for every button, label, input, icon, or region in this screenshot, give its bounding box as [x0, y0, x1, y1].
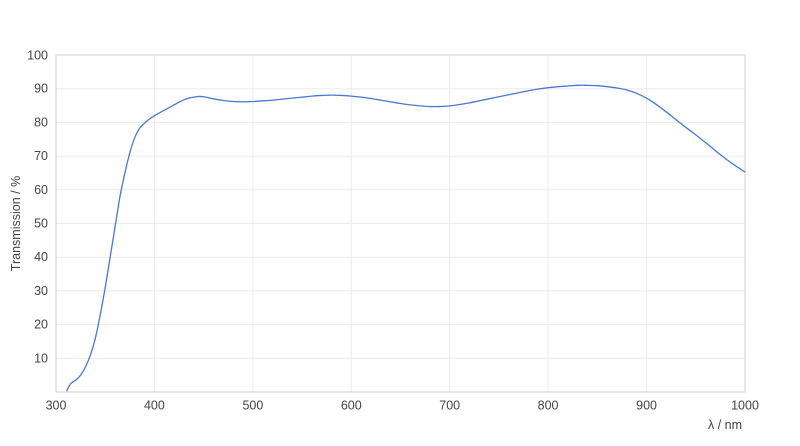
svg-text:60: 60 [34, 183, 48, 197]
svg-text:400: 400 [144, 399, 165, 413]
svg-text:900: 900 [636, 399, 657, 413]
svg-text:λ / nm: λ / nm [708, 418, 742, 432]
svg-text:20: 20 [34, 318, 48, 332]
svg-text:10: 10 [34, 351, 48, 365]
svg-text:80: 80 [34, 115, 48, 129]
svg-text:300: 300 [46, 399, 67, 413]
svg-text:1000: 1000 [731, 399, 759, 413]
svg-text:500: 500 [242, 399, 263, 413]
svg-text:Transmission / %: Transmission / % [9, 176, 23, 271]
svg-text:90: 90 [34, 82, 48, 96]
svg-text:800: 800 [538, 399, 559, 413]
svg-text:600: 600 [341, 399, 362, 413]
svg-text:100: 100 [27, 49, 48, 63]
svg-text:50: 50 [34, 217, 48, 231]
svg-text:70: 70 [34, 149, 48, 163]
svg-text:40: 40 [34, 250, 48, 264]
svg-text:30: 30 [34, 284, 48, 298]
svg-text:700: 700 [439, 399, 460, 413]
